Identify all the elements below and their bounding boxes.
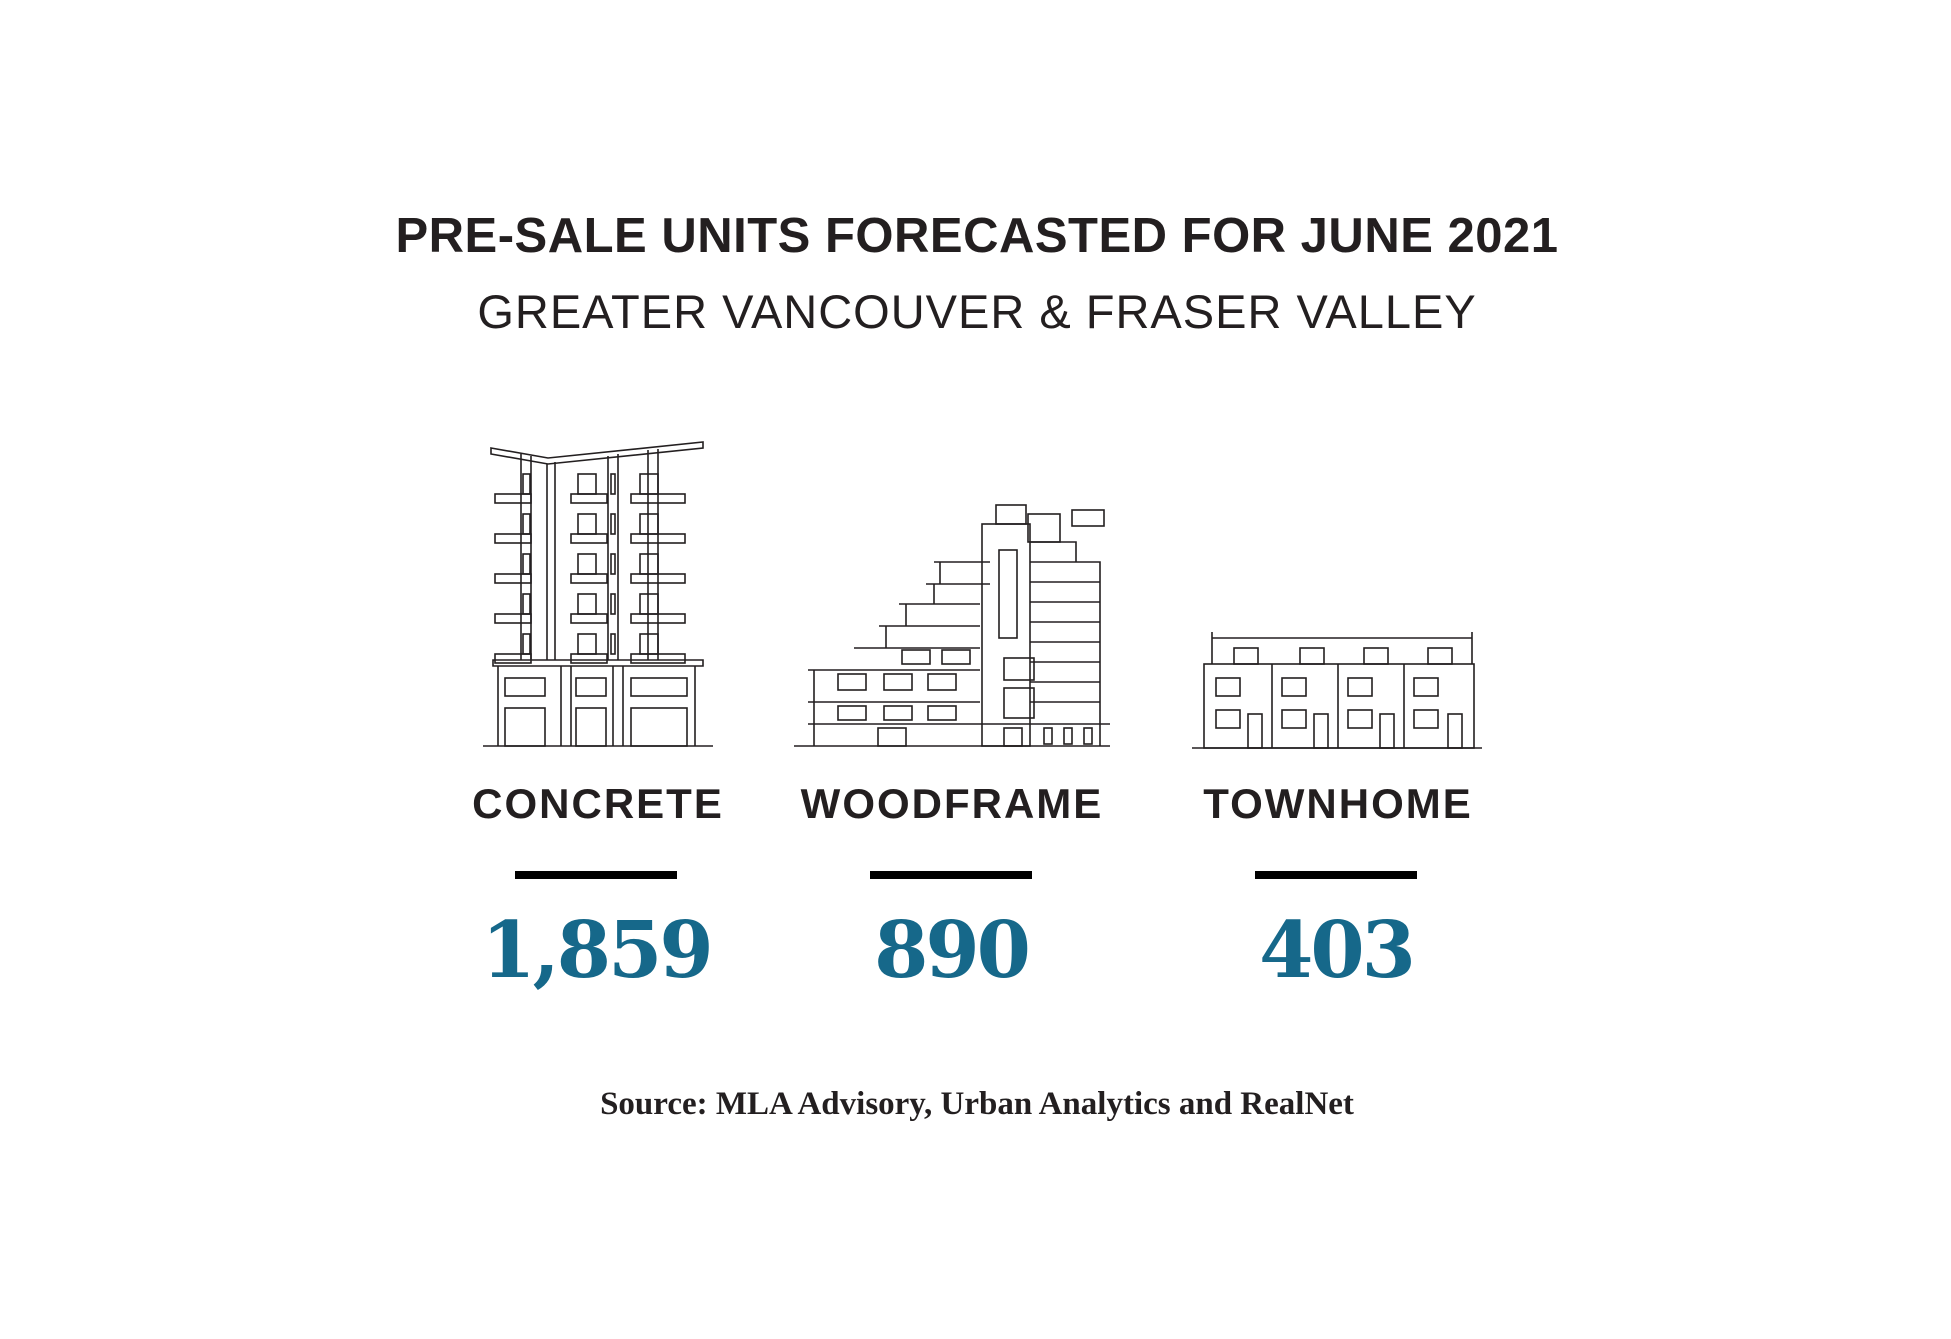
page-subtitle: GREATER VANCOUVER & FRASER VALLEY bbox=[477, 285, 1477, 338]
page-title: PRE-SALE UNITS FORECASTED FOR JUNE 2021 bbox=[395, 209, 1559, 263]
townhome-icon bbox=[1192, 632, 1482, 749]
value-concrete: 1,859 bbox=[481, 905, 713, 996]
concrete-tower-icon bbox=[483, 441, 713, 747]
category-label-woodframe: WOODFRAME bbox=[800, 780, 1104, 827]
divider-townhome bbox=[1255, 871, 1417, 879]
value-townhome: 403 bbox=[1259, 905, 1416, 996]
category-label-townhome: TOWNHOME bbox=[1203, 780, 1473, 827]
divider-woodframe bbox=[870, 871, 1032, 879]
category-label-concrete: CONCRETE bbox=[472, 780, 724, 827]
divider-concrete bbox=[515, 871, 677, 879]
value-woodframe: 890 bbox=[874, 905, 1031, 996]
source-note: Source: MLA Advisory, Urban Analytics an… bbox=[600, 1086, 1354, 1122]
woodframe-building-icon bbox=[794, 504, 1110, 747]
